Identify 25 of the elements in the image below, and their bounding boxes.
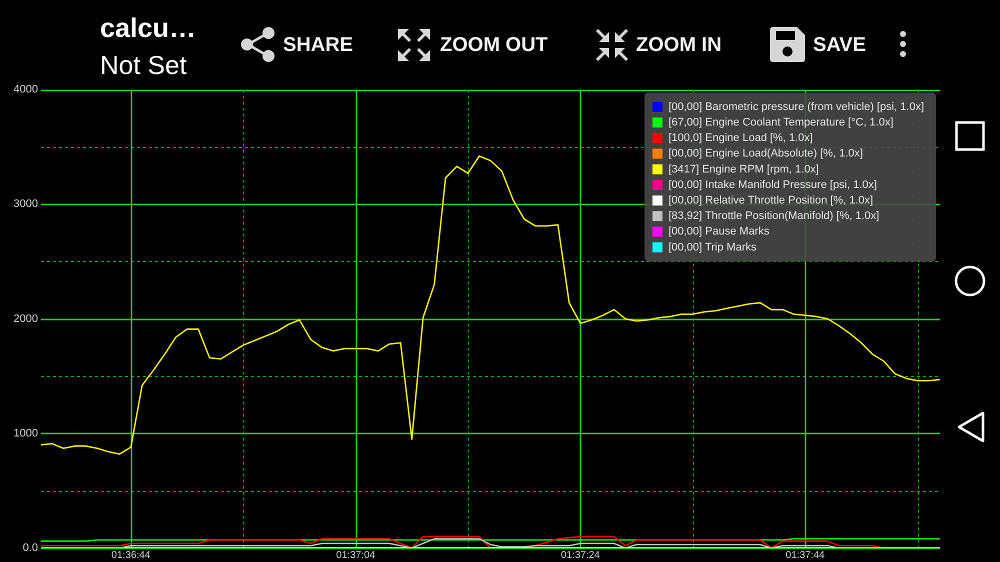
chart-title: calcu… xyxy=(100,12,196,44)
legend-label: [100,0] Engine Load [%, 1.0x] xyxy=(668,132,813,144)
text: ZOOM OUT xyxy=(440,33,548,57)
legend-label: [3417] Engine RPM [rpm, 1.0x] xyxy=(668,163,819,176)
x-tick-label: 01:37:04 xyxy=(336,550,376,561)
legend-label: [00,00] Barometric pressure (from vehicle) [psi, 1.0x] xyxy=(668,100,924,113)
text: SHARE xyxy=(283,33,354,57)
text: SAVE xyxy=(813,33,866,57)
legend-label: [00,00] Trip Marks xyxy=(668,241,757,254)
legend-label: [00,00] Relative Throttle Position [%, 1.0x] xyxy=(668,194,874,207)
x-tick-label: 01:37:24 xyxy=(560,550,600,561)
legend-label: [00,00] Intake Manifold Pressure [psi, 1.0x] xyxy=(668,178,877,191)
legend-label: [00,00] Pause Marks xyxy=(668,226,770,238)
chart-subtitle: Not Set xyxy=(100,50,187,80)
y-tick-label: 4000 xyxy=(14,84,38,96)
text: ZOOM IN xyxy=(636,33,722,57)
legend-label: [83,92] Throttle Position(Manifold) [%, 1.0x] xyxy=(668,210,880,222)
x-tick-label: 01:37:44 xyxy=(786,550,826,561)
legend-label: [00,00] Engine Load(Absolute) [%, 1.0x] xyxy=(668,148,863,160)
legend-label: [67,00] Engine Coolant Temperature [°C, 1.0x] xyxy=(668,116,894,129)
y-tick-label: 2000 xyxy=(14,312,38,325)
y-tick-label: 3000 xyxy=(14,198,38,210)
x-tick-label: 01:36:44 xyxy=(111,550,151,561)
y-tick-label: 1000 xyxy=(14,427,38,440)
y-tick-label: 0.0 xyxy=(22,542,38,554)
